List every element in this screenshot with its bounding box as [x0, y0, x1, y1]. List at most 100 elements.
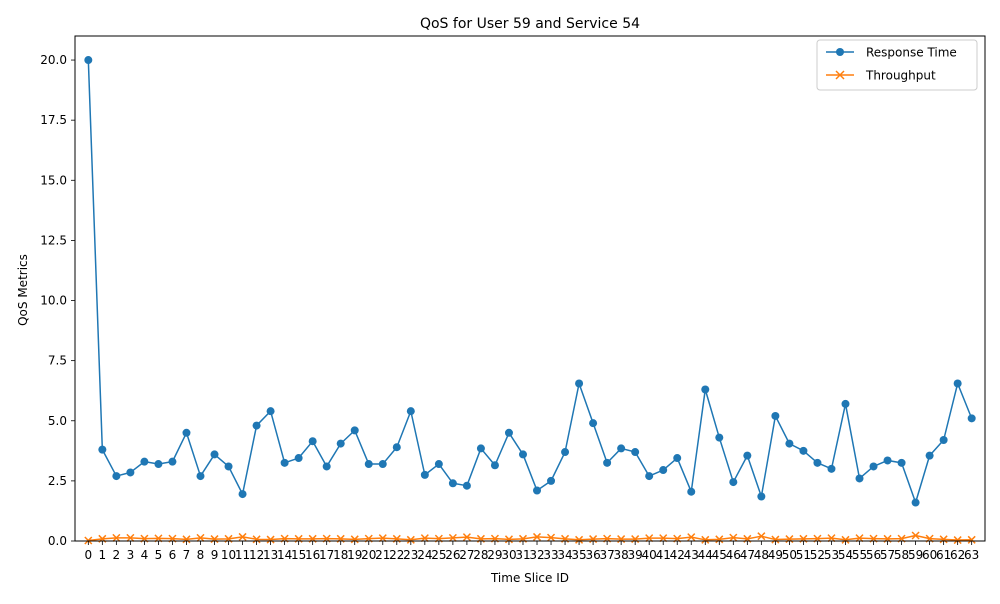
data-point-response-time	[378, 460, 387, 469]
x-tick-label: 60	[922, 548, 937, 562]
data-point-response-time	[925, 451, 934, 460]
data-point-response-time	[154, 460, 163, 469]
x-tick-label: 57	[880, 548, 895, 562]
x-tick-label: 63	[964, 548, 979, 562]
data-point-throughput	[911, 531, 920, 540]
series-line-response-time	[87, 60, 973, 504]
y-tick-label: 7.5	[48, 354, 67, 368]
data-point-throughput	[659, 534, 668, 543]
x-tick-label: 34	[557, 548, 572, 562]
legend: Response Time Throughput	[816, 39, 978, 91]
x-tick-label: 44	[698, 548, 713, 562]
data-point-response-time	[168, 457, 177, 466]
legend-frame	[816, 39, 978, 91]
data-point-response-time	[84, 56, 93, 65]
y-tick-label: 12.5	[40, 233, 67, 247]
x-tick-label: 14	[277, 548, 292, 562]
x-tick-label: 26	[445, 548, 460, 562]
x-tick-label: 32	[529, 548, 544, 562]
x-tick-label: 38	[613, 548, 628, 562]
data-point-throughput	[715, 535, 724, 544]
x-tick-label: 29	[487, 548, 502, 562]
x-tick-label: 24	[417, 548, 432, 562]
data-point-response-time	[210, 450, 219, 459]
data-point-throughput	[378, 534, 387, 543]
x-tick-label: 0	[85, 548, 93, 562]
data-point-throughput	[771, 535, 780, 544]
x-tick-label: 28	[473, 548, 488, 562]
data-point-response-time	[126, 468, 135, 477]
data-point-response-time	[729, 478, 738, 487]
data-point-throughput	[196, 533, 205, 542]
data-point-response-time	[841, 399, 850, 408]
data-point-response-time	[953, 379, 962, 388]
x-tick-label: 50	[782, 548, 797, 562]
x-tick-label: 19	[347, 548, 362, 562]
data-point-response-time	[547, 476, 556, 485]
x-tick-label: 16	[305, 548, 320, 562]
x-tick-label: 55	[852, 548, 867, 562]
x-tick-label: 43	[684, 548, 699, 562]
x-tick-label: 59	[908, 548, 923, 562]
x-tick-label: 7	[183, 548, 191, 562]
y-tick-label: 2.5	[48, 474, 67, 488]
data-point-throughput	[575, 535, 584, 544]
data-point-response-time	[364, 460, 373, 469]
x-tick-label: 3	[127, 548, 135, 562]
data-point-response-time	[631, 448, 640, 457]
x-tick-label: 46	[726, 548, 741, 562]
x-tick-label: 45	[712, 548, 727, 562]
data-point-response-time	[869, 462, 878, 471]
data-point-response-time	[701, 385, 710, 394]
data-point-response-time	[350, 426, 359, 435]
y-axis-label: QoS Metrics	[16, 254, 30, 326]
x-tick-label: 37	[599, 548, 614, 562]
data-point-response-time	[897, 458, 906, 467]
data-point-response-time	[196, 472, 205, 481]
data-point-response-time	[799, 446, 808, 455]
x-tick-label: 41	[656, 548, 671, 562]
y-tick-label: 10.0	[40, 294, 67, 308]
data-point-response-time	[112, 472, 121, 481]
data-point-response-time	[743, 451, 752, 460]
data-point-response-time	[785, 439, 794, 448]
data-point-response-time	[883, 456, 892, 465]
data-point-response-time	[238, 490, 247, 499]
data-point-response-time	[322, 462, 331, 471]
data-point-response-time	[392, 443, 401, 452]
x-tick-label: 62	[950, 548, 965, 562]
data-point-throughput	[827, 534, 836, 543]
y-tick-label: 5.0	[48, 414, 67, 428]
data-point-throughput	[547, 533, 556, 542]
x-tick-label: 2	[113, 548, 121, 562]
x-axis-label: Time Slice ID	[490, 571, 569, 585]
x-tick-label: 10	[221, 548, 236, 562]
x-tick-label: 30	[501, 548, 516, 562]
data-point-response-time	[504, 428, 513, 437]
x-tick-label: 61	[936, 548, 951, 562]
x-tick-label: 56	[866, 548, 881, 562]
data-point-throughput	[252, 535, 261, 544]
y-tick-label: 20.0	[40, 53, 67, 67]
data-point-response-time	[308, 437, 317, 446]
data-point-response-time	[771, 411, 780, 420]
x-tick-label: 47	[740, 548, 755, 562]
data-point-throughput	[238, 532, 247, 541]
data-point-response-time	[757, 492, 766, 501]
x-tick-label: 51	[796, 548, 811, 562]
data-point-response-time	[617, 444, 626, 453]
data-point-response-time	[687, 487, 696, 496]
data-point-throughput	[855, 534, 864, 543]
data-point-throughput	[645, 534, 654, 543]
x-tick-label: 53	[824, 548, 839, 562]
data-point-response-time	[813, 458, 822, 467]
data-point-throughput	[701, 535, 710, 544]
y-tick-label: 0.0	[48, 534, 67, 548]
x-tick-label: 13	[263, 548, 278, 562]
data-point-throughput	[126, 533, 135, 542]
data-point-response-time	[673, 454, 682, 463]
x-tick-label: 17	[319, 548, 334, 562]
data-point-response-time	[490, 461, 499, 470]
data-point-response-time	[252, 421, 261, 430]
